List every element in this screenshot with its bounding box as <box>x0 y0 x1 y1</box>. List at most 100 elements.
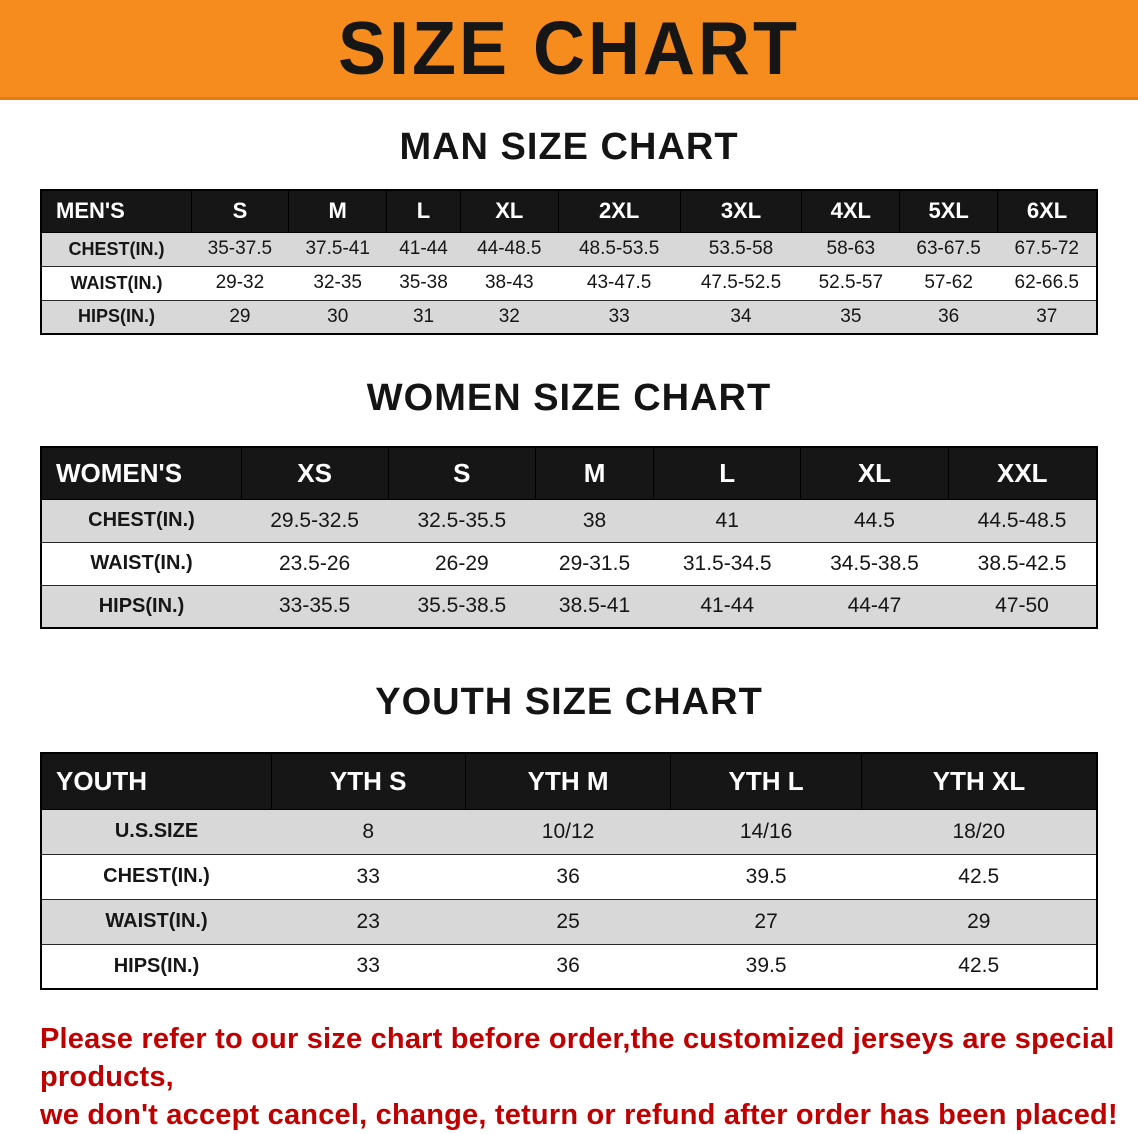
size-column-header: YTH S <box>270 752 466 810</box>
size-column-header: L <box>653 446 802 500</box>
size-value-cell: 35 <box>801 299 900 335</box>
section-women: WOMEN SIZE CHART WOMEN'S XS S M L XL XXL CHEST(… <box>0 377 1138 629</box>
size-column-header: XL <box>459 189 559 233</box>
row-label-cell: WAIST(IN.) <box>41 265 191 301</box>
table-row: CHEST(IN.) 29.5-32.5 32.5-35.5 38 41 44.5 44.5… <box>41 498 1097 543</box>
row-label-cell: CHEST(IN.) <box>41 853 271 900</box>
banner-title: SIZE CHART <box>338 6 800 91</box>
size-value-cell: 14/16 <box>670 808 862 855</box>
size-value-cell: 31.5-34.5 <box>653 541 801 586</box>
size-value-cell: 33 <box>558 299 681 335</box>
size-value-cell: 18/20 <box>861 808 1097 855</box>
size-value-cell: 52.5-57 <box>801 265 900 301</box>
table-header-row: YOUTH YTH S YTH M YTH L YTH XL <box>40 752 1098 810</box>
footer-line-1: Please refer to our size chart before or… <box>40 1023 1115 1093</box>
size-column-header: 4XL <box>801 189 901 233</box>
size-column-header: L <box>386 189 461 233</box>
size-column-header: XL <box>800 446 949 500</box>
size-value-cell: 29-32 <box>191 265 289 301</box>
size-value-cell: 29 <box>191 299 289 335</box>
size-value-cell: 34 <box>680 299 802 335</box>
size-column-header: 3XL <box>679 189 803 233</box>
size-column-header: YTH XL <box>860 752 1098 810</box>
size-value-cell: 23.5-26 <box>241 541 389 586</box>
size-value-cell: 57-62 <box>899 265 998 301</box>
size-column-header: YTH M <box>464 752 672 810</box>
men-size-table: MEN'S S M L XL 2XL 3XL 4XL 5XL 6XL CHEST(IN.) 35-37… <box>40 189 1098 335</box>
women-size-table: WOMEN'S XS S M L XL XXL CHEST(IN.) 29.5-32.5 32.5… <box>40 446 1098 629</box>
banner: SIZE CHART <box>0 0 1138 100</box>
size-value-cell: 62-66.5 <box>997 265 1097 301</box>
size-value-cell: 29 <box>861 898 1097 945</box>
size-column-header: 6XL <box>997 189 1098 233</box>
size-value-cell: 35.5-38.5 <box>388 584 536 629</box>
size-column-header: XS <box>240 446 389 500</box>
table-header-row: WOMEN'S XS S M L XL XXL <box>40 446 1098 500</box>
size-value-cell: 35-38 <box>386 265 461 301</box>
row-label-cell: WAIST(IN.) <box>41 541 241 586</box>
row-label-cell: HIPS(IN.) <box>41 943 271 990</box>
youth-section-heading: YOUTH SIZE CHART <box>375 681 763 723</box>
size-value-cell: 38 <box>535 498 654 543</box>
table-row: CHEST(IN.) 35-37.5 37.5-41 41-44 44-48.5 48.5… <box>41 231 1097 267</box>
size-value-cell: 38.5-42.5 <box>948 541 1097 586</box>
size-value-cell: 48.5-53.5 <box>558 231 681 267</box>
size-value-cell: 44.5 <box>800 498 949 543</box>
size-value-cell: 31 <box>386 299 461 335</box>
size-value-cell: 37.5-41 <box>288 231 387 267</box>
size-value-cell: 25 <box>465 898 671 945</box>
size-column-header: XXL <box>947 446 1098 500</box>
size-value-cell: 44-48.5 <box>460 231 559 267</box>
row-label-cell: WAIST(IN.) <box>41 898 271 945</box>
table-title-cell: YOUTH <box>40 752 272 810</box>
table-title-cell: MEN'S <box>40 189 192 233</box>
row-label-cell: CHEST(IN.) <box>41 498 241 543</box>
table-header-row: MEN'S S M L XL 2XL 3XL 4XL 5XL 6XL <box>40 189 1098 233</box>
size-value-cell: 53.5-58 <box>680 231 802 267</box>
size-value-cell: 39.5 <box>670 943 862 990</box>
size-value-cell: 37 <box>997 299 1097 335</box>
size-value-cell: 63-67.5 <box>899 231 998 267</box>
size-value-cell: 44-47 <box>800 584 949 629</box>
table-row: HIPS(IN.) 33 36 39.5 42.5 <box>41 943 1097 990</box>
men-section-heading: MAN SIZE CHART <box>399 126 739 168</box>
row-label-cell: U.S.SIZE <box>41 808 271 855</box>
table-title-cell: WOMEN'S <box>40 446 242 500</box>
size-value-cell: 39.5 <box>670 853 862 900</box>
footer-line-2: we don't accept cancel, change, teturn o… <box>40 1099 1118 1131</box>
table-row: WAIST(IN.) 23.5-26 26-29 29-31.5 31.5-34.5 34… <box>41 541 1097 586</box>
section-men: MAN SIZE CHART MEN'S S M L XL 2XL 3XL 4XL 5XL 6XL… <box>0 126 1138 335</box>
size-value-cell: 36 <box>465 853 671 900</box>
size-value-cell: 32-35 <box>288 265 387 301</box>
youth-size-table: YOUTH YTH S YTH M YTH L YTH XL U.S.SIZE 8 10/12… <box>40 752 1098 990</box>
size-value-cell: 41-44 <box>653 584 801 629</box>
size-value-cell: 29-31.5 <box>535 541 654 586</box>
size-column-header: 5XL <box>899 189 999 233</box>
size-column-header: M <box>534 446 655 500</box>
row-label-cell: HIPS(IN.) <box>41 584 241 629</box>
size-value-cell: 42.5 <box>861 943 1097 990</box>
row-label-cell: CHEST(IN.) <box>41 231 191 267</box>
size-value-cell: 43-47.5 <box>558 265 681 301</box>
size-value-cell: 42.5 <box>861 853 1097 900</box>
size-value-cell: 10/12 <box>465 808 671 855</box>
size-value-cell: 33-35.5 <box>241 584 389 629</box>
section-youth: YOUTH SIZE CHART YOUTH YTH S YTH M YTH L YTH… <box>0 681 1138 990</box>
size-value-cell: 41 <box>653 498 801 543</box>
size-value-cell: 30 <box>288 299 387 335</box>
size-column-header: S <box>190 189 290 233</box>
size-column-header: 2XL <box>557 189 681 233</box>
size-value-cell: 41-44 <box>386 231 461 267</box>
table-row: HIPS(IN.) 29 30 31 32 33 34 35 36 37 <box>41 299 1097 335</box>
size-column-header: S <box>387 446 536 500</box>
size-value-cell: 35-37.5 <box>191 231 289 267</box>
women-section-heading: WOMEN SIZE CHART <box>366 377 772 419</box>
size-value-cell: 32 <box>460 299 559 335</box>
table-row: U.S.SIZE 8 10/12 14/16 18/20 <box>41 808 1097 855</box>
size-value-cell: 47-50 <box>948 584 1097 629</box>
size-value-cell: 34.5-38.5 <box>800 541 949 586</box>
table-row: WAIST(IN.) 29-32 32-35 35-38 38-43 43-47.5 47.… <box>41 265 1097 301</box>
row-label-cell: HIPS(IN.) <box>41 299 191 335</box>
size-value-cell: 23 <box>271 898 466 945</box>
